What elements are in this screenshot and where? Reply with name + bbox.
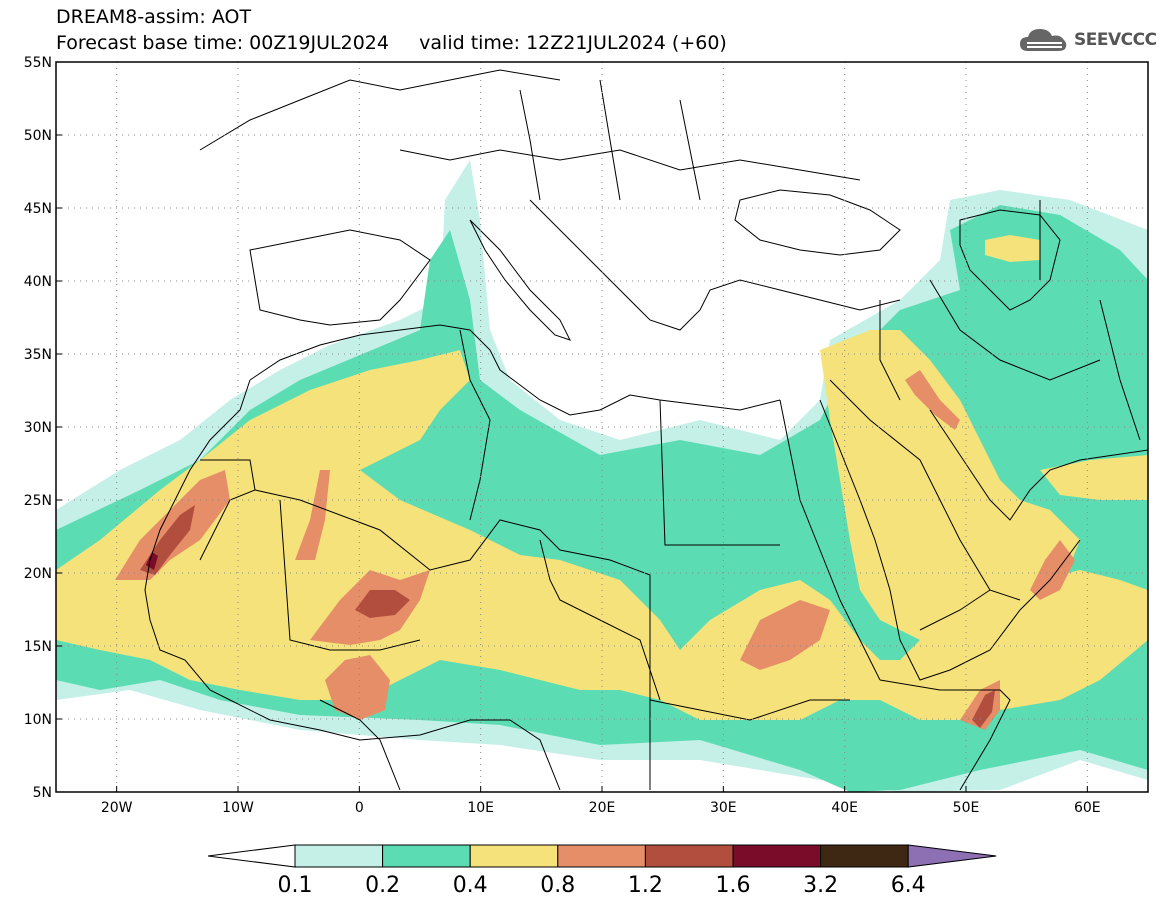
coastline-caspian bbox=[959, 209, 1061, 311]
lon-tick-label: 20W bbox=[101, 800, 133, 816]
border-europe-2 bbox=[519, 79, 701, 201]
coastline-north-africa bbox=[249, 324, 781, 416]
border-africa-5 bbox=[659, 399, 780, 546]
colorbar-label: 1.2 bbox=[628, 873, 663, 898]
border-europe-1 bbox=[399, 149, 861, 181]
aot-band-0.8-oman bbox=[1030, 540, 1075, 600]
colorbar-label: 0.1 bbox=[278, 873, 313, 898]
colorbar-label: 3.2 bbox=[803, 873, 838, 898]
aot-band-0.4-gulf bbox=[1040, 455, 1148, 500]
gridlines bbox=[56, 62, 1148, 792]
coastline-red-sea-west bbox=[779, 399, 881, 681]
colorbar-cell bbox=[382, 844, 471, 868]
coastline-italy bbox=[469, 219, 571, 341]
lat-tick-label: 40N bbox=[24, 274, 52, 290]
lat-tick-label: 50N bbox=[24, 128, 52, 144]
border-africa-3 bbox=[279, 499, 421, 651]
coastline-horn-africa bbox=[879, 679, 1011, 791]
cloud-icon bbox=[1020, 29, 1067, 51]
longitude-axis: 20W 10W 0 10E 20E 30E 40E 50E 60E bbox=[101, 786, 1101, 816]
aot-band-0.8-niger bbox=[325, 655, 390, 720]
border-arabia-2 bbox=[919, 589, 1021, 631]
coastline-persian-gulf bbox=[929, 409, 1148, 521]
colorbar-label: 0.2 bbox=[365, 873, 400, 898]
border-asia-1 bbox=[1039, 200, 1141, 441]
lat-tick-label: 35N bbox=[24, 347, 52, 363]
coastline-black-sea bbox=[734, 189, 901, 256]
lat-tick-label: 30N bbox=[24, 420, 52, 436]
chart-subtitle: Forecast base time: 00Z19JUL2024 valid t… bbox=[56, 32, 727, 54]
coastline-europe-north bbox=[199, 69, 561, 151]
seevccc-logo: SEEVCCC bbox=[1018, 24, 1157, 56]
aot-band-0.8-sudan bbox=[740, 600, 830, 670]
lon-tick-label: 0 bbox=[355, 800, 364, 816]
latitude-axis: 55N 50N 45N 40N 35N 30N 25N 20N 15N 10N 5N bbox=[24, 55, 62, 801]
lon-tick-label: 30E bbox=[710, 800, 737, 816]
logo-text: SEEVCCC bbox=[1074, 30, 1157, 50]
lat-tick-label: 5N bbox=[33, 785, 52, 801]
colorbar-label: 6.4 bbox=[891, 873, 926, 898]
colorbar-cell bbox=[294, 844, 384, 868]
lat-tick-label: 45N bbox=[24, 201, 52, 217]
colorbar: 0.1 0.2 0.4 0.8 1.2 1.6 3.2 6.4 bbox=[207, 844, 997, 898]
colorbar-label: 0.8 bbox=[540, 873, 575, 898]
coastline-iberia bbox=[249, 229, 431, 326]
lat-tick-label: 10N bbox=[24, 712, 52, 728]
aot-band-1.2-somalia bbox=[972, 690, 995, 728]
aot-band-0.8-iraq bbox=[905, 370, 960, 430]
coastline-west-africa bbox=[144, 379, 561, 791]
colorbar-cell bbox=[644, 844, 734, 868]
lon-tick-label: 60E bbox=[1074, 800, 1101, 816]
coastline-red-sea-east bbox=[819, 399, 1081, 681]
colorbar-label: 0.4 bbox=[453, 873, 488, 898]
lon-tick-label: 40E bbox=[831, 800, 858, 816]
colorbar-cell bbox=[732, 844, 822, 868]
lat-tick-label: 25N bbox=[24, 493, 52, 509]
aot-band-0.8-algeria bbox=[295, 470, 330, 560]
coastlines-borders bbox=[144, 69, 1148, 791]
border-africa-2 bbox=[254, 489, 651, 790]
lon-tick-label: 10W bbox=[222, 800, 254, 816]
lon-tick-label: 50E bbox=[953, 800, 980, 816]
lat-tick-label: 15N bbox=[24, 639, 52, 655]
aot-band-1.2-mali bbox=[355, 590, 410, 618]
colorbar-cell bbox=[469, 844, 559, 868]
colorbar-cell bbox=[820, 844, 909, 868]
colorbar-over-triangle bbox=[907, 844, 997, 868]
colorbar-label: 1.6 bbox=[716, 873, 751, 898]
coastline-balkans-greece bbox=[529, 199, 901, 331]
border-arabia-1 bbox=[829, 379, 991, 591]
border-africa-4 bbox=[459, 329, 491, 521]
colorbar-under-triangle bbox=[207, 844, 296, 868]
lat-tick-label: 55N bbox=[24, 55, 52, 71]
lon-tick-label: 10E bbox=[467, 800, 494, 816]
lat-tick-label: 20N bbox=[24, 566, 52, 582]
border-mideast-1 bbox=[879, 279, 1101, 401]
lon-tick-label: 20E bbox=[589, 800, 616, 816]
border-africa-8 bbox=[649, 699, 850, 721]
aot-band-0.4-caspian bbox=[985, 235, 1040, 262]
chart-title: DREAM8-assim: AOT bbox=[56, 6, 252, 28]
border-africa-7 bbox=[319, 699, 401, 791]
colorbar-cell bbox=[557, 844, 646, 868]
aot-band-0.4-arabia bbox=[820, 330, 1080, 640]
